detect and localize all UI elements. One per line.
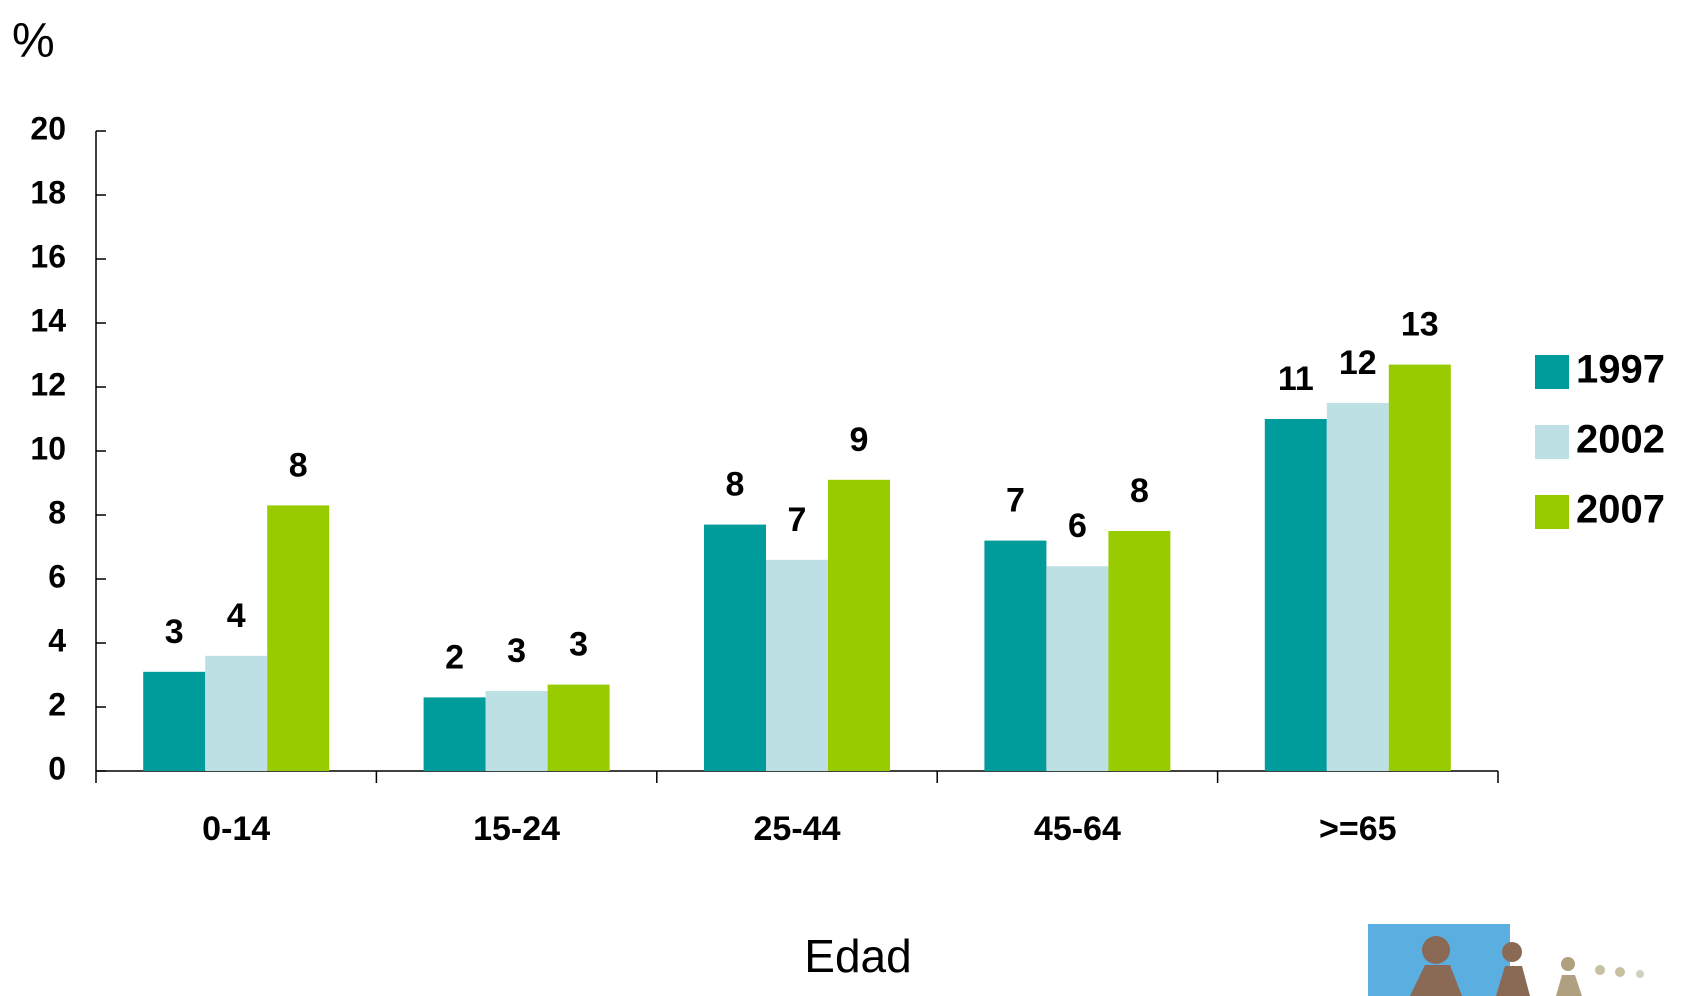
bar	[267, 505, 330, 771]
y-tick-label: 20	[30, 110, 66, 146]
bar	[984, 540, 1047, 771]
y-axis-label: %	[12, 15, 55, 68]
bar	[1326, 403, 1389, 771]
value-label: 3	[165, 613, 184, 651]
value-label: 9	[850, 421, 869, 459]
y-tick-label: 10	[30, 430, 66, 466]
value-label: 8	[289, 446, 308, 484]
x-axis-label: Edad	[804, 930, 911, 982]
value-label: 2	[445, 638, 464, 676]
bar	[1046, 566, 1109, 771]
y-tick-label: 8	[48, 494, 66, 530]
bar	[1388, 364, 1451, 771]
value-label: 7	[788, 501, 807, 539]
legend-swatch	[1535, 425, 1569, 459]
y-tick-label: 18	[30, 174, 66, 210]
x-tick-label: 45-64	[1034, 810, 1121, 848]
bar	[143, 671, 206, 771]
legend-label: 1997	[1576, 348, 1665, 392]
value-label: 11	[1278, 360, 1314, 398]
bar	[828, 479, 890, 771]
logo	[1368, 924, 1644, 996]
legend-label: 2007	[1576, 488, 1665, 532]
y-tick-label: 4	[48, 622, 66, 658]
value-label: 3	[569, 626, 588, 664]
y-tick-label: 14	[30, 302, 66, 338]
x-tick-label: 15-24	[473, 810, 560, 848]
value-label: 8	[1130, 472, 1149, 510]
bar	[547, 684, 610, 771]
bar	[1264, 419, 1327, 771]
x-tick-label: >=65	[1319, 810, 1397, 848]
bar	[1108, 531, 1171, 771]
y-tick-label: 0	[48, 750, 66, 786]
y-tick-label: 6	[48, 558, 66, 594]
x-tick-label: 0-14	[202, 810, 270, 848]
y-tick-label: 12	[30, 366, 66, 402]
bar	[423, 697, 486, 771]
y-tick-label: 16	[30, 238, 66, 274]
value-label: 8	[726, 466, 745, 504]
value-label: 7	[1006, 482, 1025, 520]
value-label: 4	[227, 597, 246, 635]
value-label: 13	[1401, 306, 1439, 344]
bar	[704, 524, 766, 771]
x-tick-label: 25-44	[754, 810, 841, 848]
legend-swatch	[1535, 495, 1569, 529]
value-label: 6	[1068, 507, 1087, 545]
legend-swatch	[1535, 355, 1569, 389]
bar	[205, 655, 268, 771]
bar	[485, 691, 548, 771]
value-label: 3	[507, 632, 526, 670]
bar	[766, 559, 828, 771]
value-label: 12	[1339, 344, 1377, 382]
legend-label: 2002	[1576, 418, 1665, 462]
y-tick-label: 2	[48, 686, 66, 722]
